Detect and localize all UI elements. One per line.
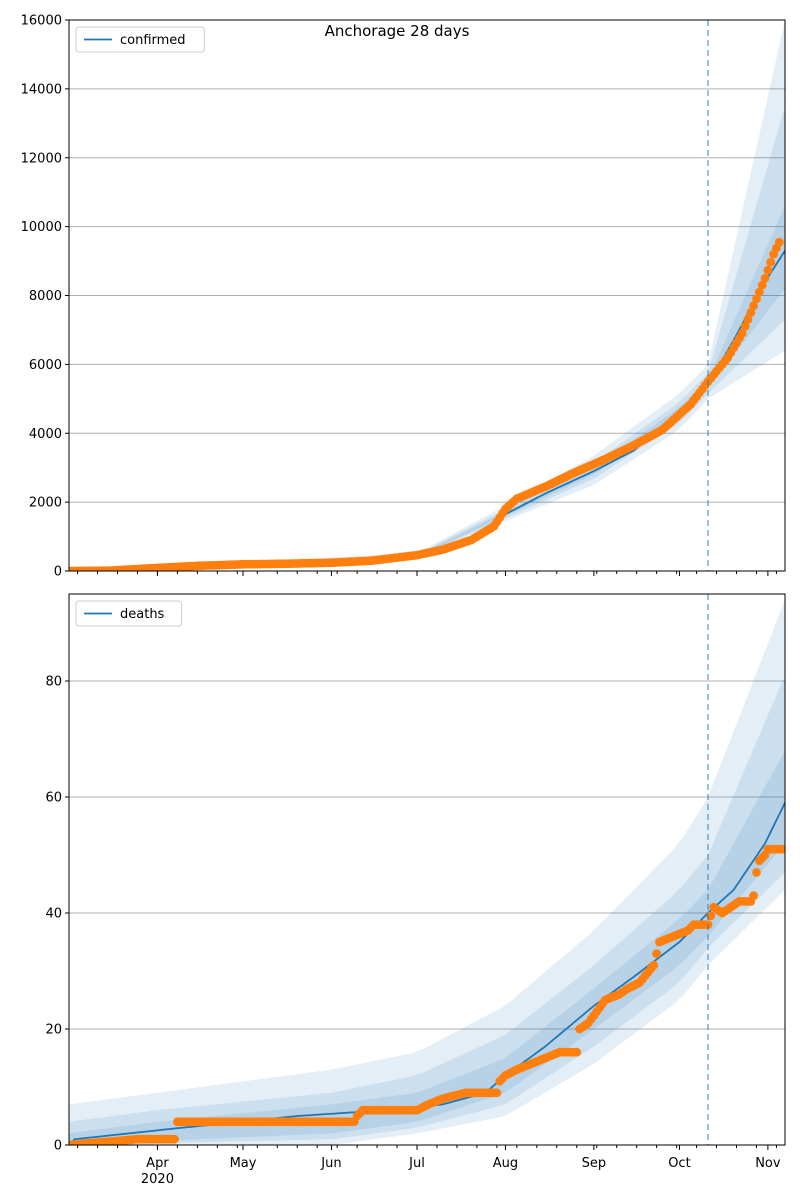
observed-point	[752, 294, 761, 304]
y-tick-label: 0	[54, 565, 62, 580]
legend-label: confirmed	[120, 33, 186, 48]
confirmed-panel: 0 2000 4000 6000 8000 10000 12000 14000 16000 con…	[21, 14, 786, 580]
y-tick-label: 2000	[29, 496, 62, 511]
x-tick-label: May	[230, 1156, 257, 1171]
observed-point	[774, 237, 784, 247]
x-tick-sublabel: 2020	[141, 1172, 174, 1187]
observed-point	[652, 949, 661, 958]
figure-title: Anchorage 28 days	[325, 22, 470, 40]
observed-point	[749, 891, 758, 900]
observed-point	[754, 287, 764, 297]
y-tick-label: 12000	[21, 151, 62, 166]
uncertainty-band-middle	[69, 106, 785, 571]
plot-area	[69, 599, 785, 1145]
legend-label: deaths	[120, 607, 165, 622]
legend-box	[75, 26, 205, 53]
legend-box	[75, 600, 183, 627]
y-tick-label: 4000	[29, 427, 62, 442]
x-tick-label: Sep	[582, 1156, 607, 1171]
x-tick-label: Jul	[408, 1156, 425, 1171]
x-tick-label: Apr	[146, 1156, 169, 1171]
y-tick-label: 6000	[29, 358, 62, 373]
observed-point	[492, 1088, 502, 1098]
y-tick-label: 14000	[21, 82, 62, 97]
observed-point	[760, 273, 770, 283]
x-tick-label: Jun	[320, 1156, 341, 1171]
observed-point	[757, 280, 767, 290]
y-tick-label: 16000	[21, 14, 62, 29]
y-tick-label: 10000	[21, 220, 62, 235]
observed-point	[777, 844, 785, 854]
axes-frame	[68, 593, 786, 1146]
uncertainty-band-outer	[69, 599, 785, 1145]
observed-point	[766, 257, 776, 267]
observed-point	[746, 308, 756, 318]
y-tick-label: 80	[45, 675, 62, 690]
y-tick-label: 8000	[29, 289, 62, 304]
y-tick-label: 20	[45, 1023, 62, 1038]
observed-point	[740, 322, 750, 331]
x-tick-label: Oct	[668, 1156, 690, 1171]
y-tick-label: 40	[45, 907, 62, 922]
y-tick-label: 0	[54, 1139, 62, 1154]
observed-point	[572, 1047, 582, 1057]
observed-point	[649, 960, 659, 970]
uncertainty-band-inner	[69, 206, 785, 571]
x-tick-label: Nov	[755, 1156, 781, 1171]
uncertainty-band-middle	[69, 675, 785, 1145]
observed-point	[170, 1134, 179, 1144]
observed-point	[743, 315, 753, 324]
observed-point	[749, 301, 758, 311]
observed-point	[752, 868, 761, 877]
observed-point	[763, 265, 773, 275]
y-tick-label: 60	[45, 791, 62, 806]
observed-point	[737, 329, 747, 338]
x-tick-label: Aug	[493, 1156, 518, 1171]
plot-area	[69, 20, 785, 571]
